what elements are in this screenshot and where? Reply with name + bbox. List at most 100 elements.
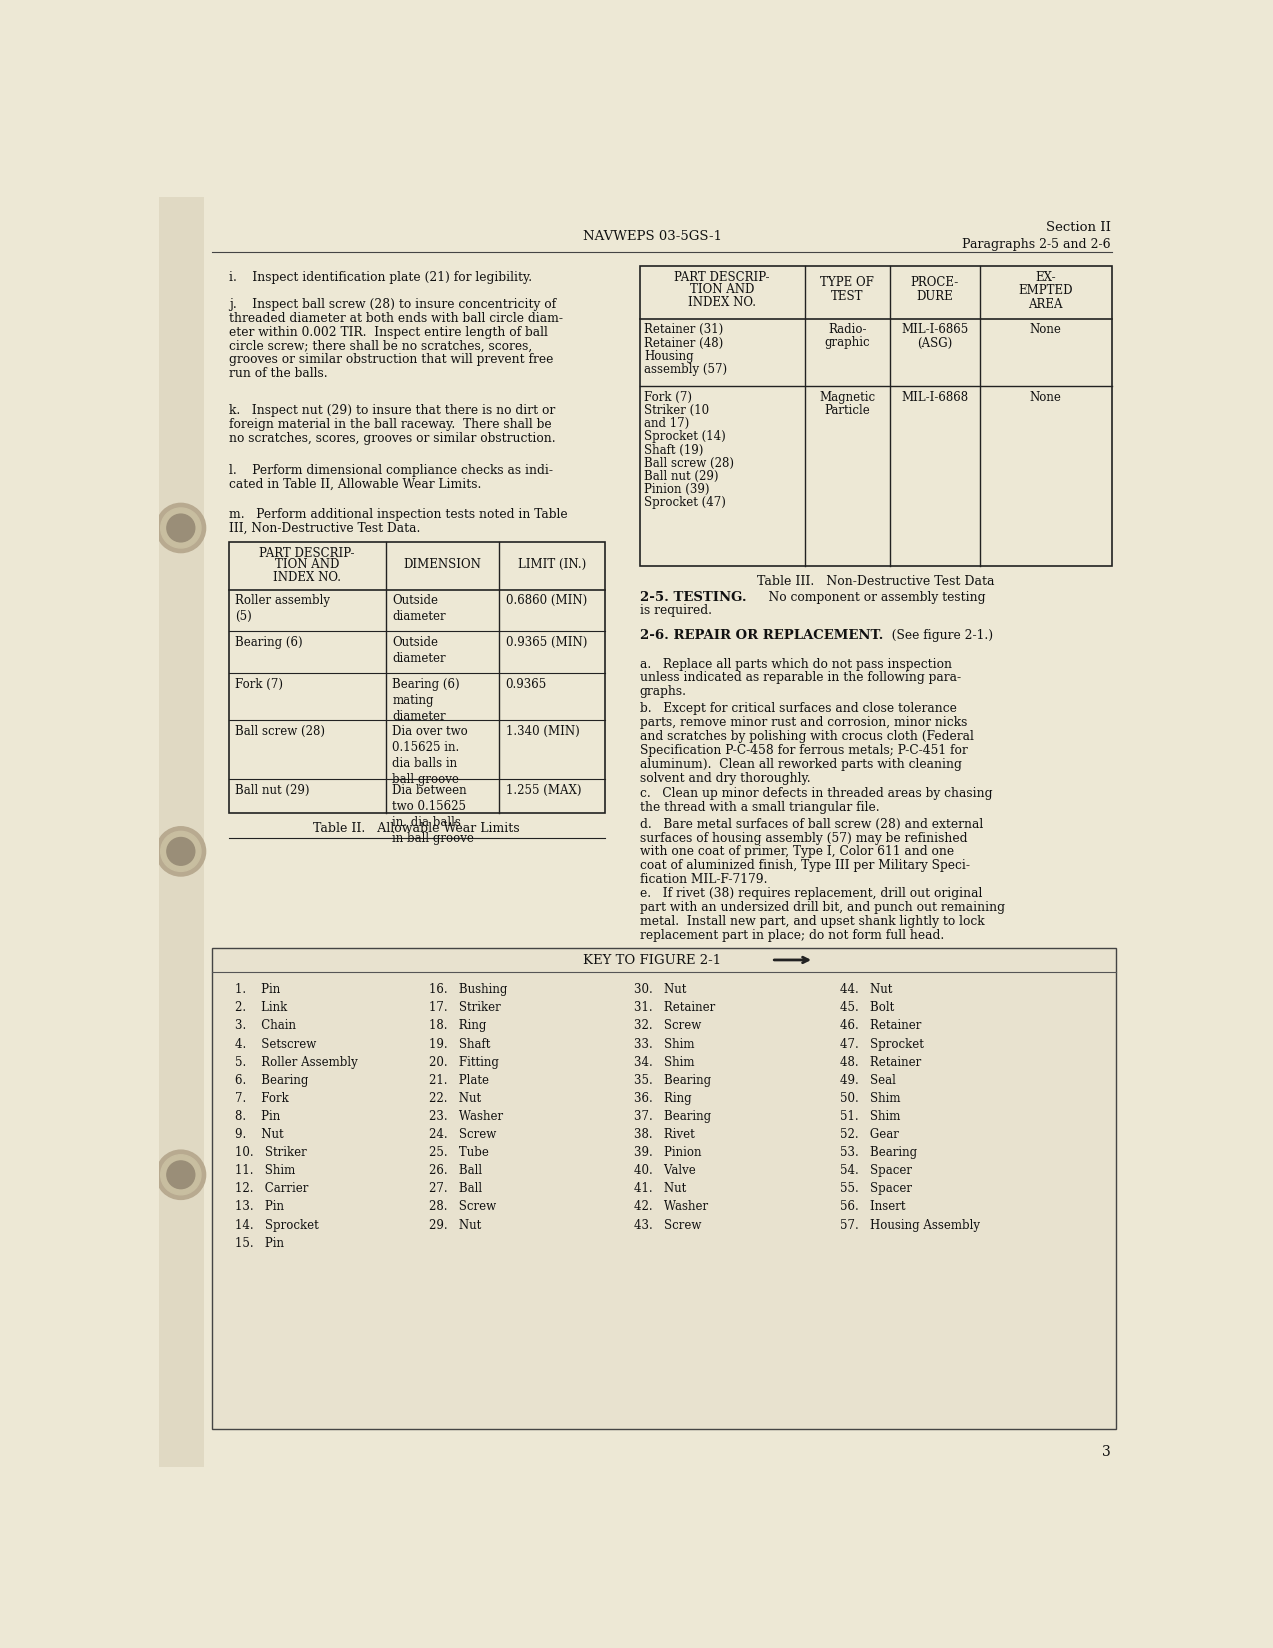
Text: 51.   Shim: 51. Shim (840, 1109, 900, 1122)
Text: Section II: Section II (1046, 221, 1111, 234)
Text: aluminum).  Clean all reworked parts with cleaning: aluminum). Clean all reworked parts with… (639, 756, 961, 770)
Text: KEY TO FIGURE 2-1: KEY TO FIGURE 2-1 (583, 954, 721, 966)
Text: (See figure 2-1.): (See figure 2-1.) (880, 628, 993, 641)
Text: (ASG): (ASG) (918, 336, 952, 349)
Text: Outside
diameter: Outside diameter (392, 636, 446, 664)
Circle shape (167, 839, 195, 865)
Text: AREA: AREA (1029, 298, 1063, 311)
Circle shape (167, 1162, 195, 1188)
Text: 42.   Washer: 42. Washer (634, 1200, 708, 1213)
Text: coat of aluminized finish, Type III per Military Speci-: coat of aluminized finish, Type III per … (639, 859, 970, 872)
Text: 41.   Nut: 41. Nut (634, 1182, 686, 1195)
Text: a.   Replace all parts which do not pass inspection: a. Replace all parts which do not pass i… (639, 658, 952, 671)
Text: 1.255 (MAX): 1.255 (MAX) (505, 783, 580, 796)
Text: 26.   Ball: 26. Ball (429, 1163, 482, 1177)
Text: PROCE-: PROCE- (910, 277, 959, 290)
Text: 54.   Spacer: 54. Spacer (840, 1163, 911, 1177)
Text: 17.   Striker: 17. Striker (429, 1000, 500, 1014)
Text: MIL-I-6865: MIL-I-6865 (901, 323, 969, 336)
Text: TEST: TEST (831, 290, 863, 303)
Text: 22.   Nut: 22. Nut (429, 1091, 481, 1104)
Text: 7.    Fork: 7. Fork (236, 1091, 289, 1104)
Text: INDEX NO.: INDEX NO. (274, 570, 341, 583)
Text: Striker (10: Striker (10 (644, 404, 709, 417)
Text: Magnetic: Magnetic (820, 391, 876, 404)
Text: 14.   Sprocket: 14. Sprocket (236, 1218, 318, 1231)
Text: 49.   Seal: 49. Seal (840, 1073, 895, 1086)
Text: 39.   Pinion: 39. Pinion (634, 1145, 701, 1159)
Circle shape (157, 504, 206, 554)
Text: graphic: graphic (825, 336, 871, 349)
Circle shape (160, 509, 201, 549)
Text: 2-6. REPAIR OR REPLACEMENT.: 2-6. REPAIR OR REPLACEMENT. (639, 628, 883, 641)
Text: 34.   Shim: 34. Shim (634, 1055, 695, 1068)
Text: 8.    Pin: 8. Pin (236, 1109, 280, 1122)
Text: l.    Perform dimensional compliance checks as indi-: l. Perform dimensional compliance checks… (229, 463, 552, 476)
Text: 13.   Pin: 13. Pin (236, 1200, 284, 1213)
Text: k.   Inspect nut (29) to insure that there is no dirt or: k. Inspect nut (29) to insure that there… (229, 404, 555, 417)
Text: and 17): and 17) (644, 417, 690, 430)
Text: Shaft (19): Shaft (19) (644, 443, 704, 456)
Text: Paragraphs 2-5 and 2-6: Paragraphs 2-5 and 2-6 (962, 237, 1111, 250)
Text: graphs.: graphs. (639, 686, 686, 697)
Text: 2-5. TESTING.: 2-5. TESTING. (639, 590, 746, 603)
Text: No component or assembly testing: No component or assembly testing (757, 590, 985, 603)
Text: 5.    Roller Assembly: 5. Roller Assembly (236, 1055, 358, 1068)
Text: 43.   Screw: 43. Screw (634, 1218, 701, 1231)
Text: 6.    Bearing: 6. Bearing (236, 1073, 308, 1086)
Text: III, Non-Destructive Test Data.: III, Non-Destructive Test Data. (229, 522, 420, 534)
Text: TION AND: TION AND (690, 282, 754, 295)
Text: eter within 0.002 TIR.  Inspect entire length of ball: eter within 0.002 TIR. Inspect entire le… (229, 326, 547, 338)
Text: 55.   Spacer: 55. Spacer (840, 1182, 911, 1195)
Text: 32.   Screw: 32. Screw (634, 1018, 701, 1032)
Text: PART DESCRIP-: PART DESCRIP- (673, 270, 769, 283)
Text: 20.   Fitting: 20. Fitting (429, 1055, 499, 1068)
Text: NAVWEPS 03-5GS-1: NAVWEPS 03-5GS-1 (583, 231, 722, 242)
Text: replacement part in place; do not form full head.: replacement part in place; do not form f… (639, 928, 943, 941)
Text: Pinion (39): Pinion (39) (644, 483, 710, 496)
Text: 36.   Ring: 36. Ring (634, 1091, 691, 1104)
Text: EMPTED: EMPTED (1018, 283, 1073, 297)
Text: is required.: is required. (639, 605, 712, 616)
Text: Sprocket (47): Sprocket (47) (644, 496, 726, 509)
Text: 0.9365: 0.9365 (505, 677, 547, 691)
Text: 27.   Ball: 27. Ball (429, 1182, 482, 1195)
Text: d.   Bare metal surfaces of ball screw (28) and external: d. Bare metal surfaces of ball screw (28… (639, 817, 983, 831)
Text: 46.   Retainer: 46. Retainer (840, 1018, 920, 1032)
Text: Particle: Particle (825, 404, 871, 417)
Text: 11.   Shim: 11. Shim (236, 1163, 295, 1177)
Text: 40.   Valve: 40. Valve (634, 1163, 696, 1177)
Text: 35.   Bearing: 35. Bearing (634, 1073, 712, 1086)
Text: EX-: EX- (1035, 270, 1057, 283)
Text: DURE: DURE (917, 290, 953, 303)
Text: 33.   Shim: 33. Shim (634, 1037, 695, 1050)
Text: 48.   Retainer: 48. Retainer (840, 1055, 920, 1068)
Text: Ball screw (28): Ball screw (28) (236, 725, 325, 738)
Text: Radio-: Radio- (827, 323, 867, 336)
Text: solvent and dry thoroughly.: solvent and dry thoroughly. (639, 771, 810, 784)
Text: 4.    Setscrew: 4. Setscrew (236, 1037, 316, 1050)
Text: 3: 3 (1102, 1444, 1111, 1458)
Text: Specification P-C-458 for ferrous metals; P-C-451 for: Specification P-C-458 for ferrous metals… (639, 743, 967, 756)
Text: j.    Inspect ball screw (28) to insure concentricity of: j. Inspect ball screw (28) to insure con… (229, 298, 556, 311)
Text: b.   Except for critical surfaces and close tolerance: b. Except for critical surfaces and clos… (639, 702, 956, 715)
Text: Housing: Housing (644, 349, 694, 363)
Text: c.   Clean up minor defects in threaded areas by chasing: c. Clean up minor defects in threaded ar… (639, 786, 992, 799)
Text: 18.   Ring: 18. Ring (429, 1018, 486, 1032)
Text: i.    Inspect identification plate (21) for legibility.: i. Inspect identification plate (21) for… (229, 270, 532, 283)
Text: 38.   Rivet: 38. Rivet (634, 1127, 695, 1140)
Text: metal.  Install new part, and upset shank lightly to lock: metal. Install new part, and upset shank… (639, 915, 984, 928)
Text: Ball nut (29): Ball nut (29) (236, 783, 309, 796)
Text: Dia between
two 0.15625
in. dia balls
in ball groove: Dia between two 0.15625 in. dia balls in… (392, 783, 475, 844)
Text: TYPE OF: TYPE OF (820, 277, 875, 290)
Text: Retainer (31): Retainer (31) (644, 323, 723, 336)
Text: 50.   Shim: 50. Shim (840, 1091, 900, 1104)
Text: Bearing (6): Bearing (6) (236, 636, 303, 649)
Text: PART DESCRIP-: PART DESCRIP- (260, 547, 355, 559)
Text: no scratches, scores, grooves or similar obstruction.: no scratches, scores, grooves or similar… (229, 432, 555, 445)
Text: assembly (57): assembly (57) (644, 363, 727, 376)
Text: 56.   Insert: 56. Insert (840, 1200, 905, 1213)
Text: 10.   Striker: 10. Striker (236, 1145, 307, 1159)
Bar (229, 542, 605, 814)
Text: Ball screw (28): Ball screw (28) (644, 456, 735, 470)
